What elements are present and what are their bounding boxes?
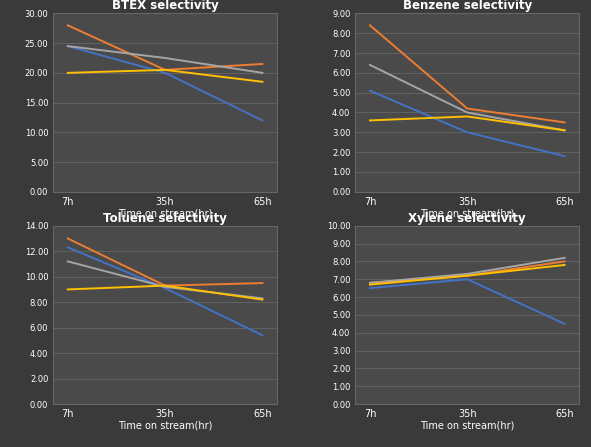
- X-axis label: Time on stream(hr): Time on stream(hr): [118, 420, 212, 430]
- Title: Benzene selectivity: Benzene selectivity: [402, 0, 532, 12]
- Title: Toluene selectivity: Toluene selectivity: [103, 211, 227, 224]
- X-axis label: Time on stream(hr): Time on stream(hr): [420, 208, 514, 218]
- Legend: H-ZSM5(9), H-ZSM5(15), H-ZSM5(25), H-ZSM5(40): H-ZSM5(9), H-ZSM5(15), H-ZSM5(25), H-ZSM…: [336, 189, 591, 204]
- X-axis label: Time on stream(hr): Time on stream(hr): [420, 420, 514, 430]
- Legend: H-ZSM5(9), H-ZSM5(15), H-ZSM5(25), H-ZSM5(40): H-ZSM5(9), H-ZSM5(15), H-ZSM5(25), H-ZSM…: [336, 401, 591, 416]
- X-axis label: Time on stream(hr): Time on stream(hr): [118, 208, 212, 218]
- Title: Xylene selectivity: Xylene selectivity: [408, 211, 526, 224]
- Legend: H-ZSM5(9), H-ZSM5(15), H-ZSM5(25), H-ZSM5(40): H-ZSM5(9), H-ZSM5(15), H-ZSM5(25), H-ZSM…: [34, 189, 296, 204]
- Title: BTEX selectivity: BTEX selectivity: [112, 0, 219, 12]
- Legend: H-ZSM5(9), H-ZSM5(15), H-ZSM5(25), H-ZSM5(40): H-ZSM5(9), H-ZSM5(15), H-ZSM5(25), H-ZSM…: [34, 401, 296, 416]
